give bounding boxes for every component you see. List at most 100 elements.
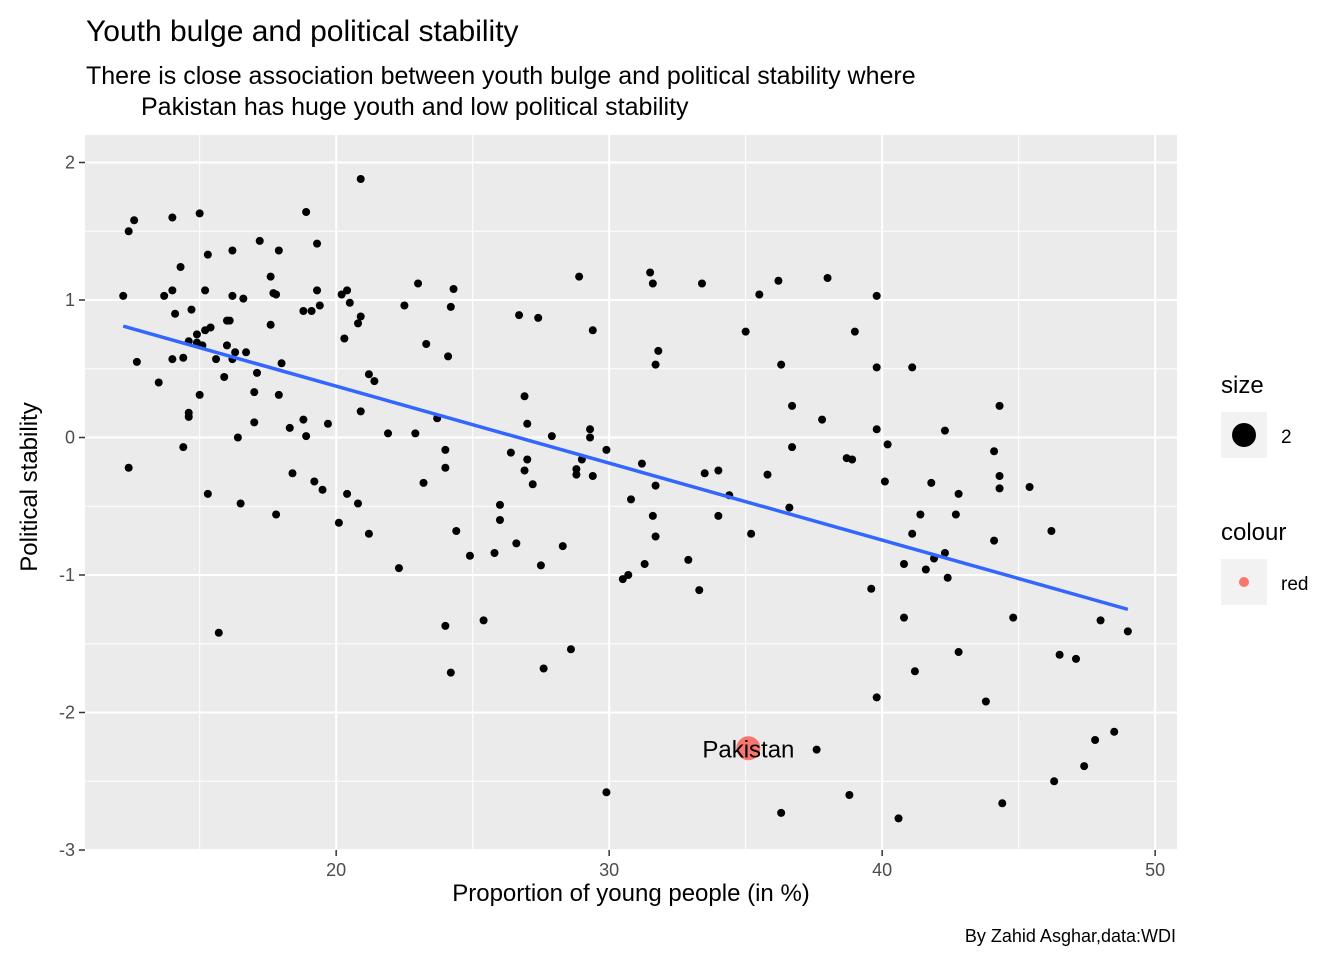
data-point — [302, 208, 311, 216]
data-point — [171, 309, 180, 318]
data-point — [228, 291, 237, 300]
data-point — [648, 279, 657, 288]
data-point — [528, 480, 537, 489]
data-point — [384, 429, 393, 438]
data-point — [777, 360, 786, 369]
legend-size-label: 2 — [1281, 427, 1292, 448]
y-tick-label: -3 — [59, 840, 75, 860]
data-point — [640, 560, 649, 568]
data-point — [356, 175, 365, 183]
x-axis-ticks: 20 30 40 50 — [326, 850, 1165, 880]
legend-size: size 2 — [1221, 372, 1292, 458]
data-point — [990, 536, 999, 545]
data-point — [272, 290, 281, 299]
data-point — [916, 510, 925, 519]
data-point — [340, 334, 349, 343]
data-point — [323, 419, 332, 428]
data-point — [998, 799, 1007, 808]
data-point — [272, 510, 281, 519]
data-point — [1047, 527, 1056, 535]
data-point — [132, 357, 141, 366]
data-point — [624, 571, 633, 579]
data-point — [343, 286, 352, 295]
data-point — [812, 745, 821, 754]
data-point — [785, 503, 794, 512]
data-point — [572, 465, 581, 474]
data-point — [452, 527, 461, 535]
data-point — [940, 426, 949, 435]
data-point — [266, 272, 275, 281]
data-point — [239, 294, 248, 303]
data-point — [900, 613, 908, 622]
data-point — [1009, 613, 1018, 622]
legend-colour-label: red — [1281, 574, 1308, 595]
data-point — [285, 423, 294, 432]
data-point — [1055, 650, 1064, 659]
data-point — [228, 246, 237, 255]
data-point — [422, 340, 431, 348]
data-point — [354, 499, 362, 508]
data-point — [1091, 736, 1100, 744]
data-point — [307, 307, 316, 315]
data-point — [788, 443, 797, 452]
legend-colour-title: colour — [1221, 519, 1286, 546]
data-point — [364, 529, 373, 538]
data-point — [250, 388, 259, 397]
data-point — [495, 516, 504, 524]
data-point — [168, 213, 177, 222]
data-point — [695, 586, 704, 595]
data-point — [441, 463, 450, 472]
data-point — [741, 327, 750, 336]
data-point — [558, 542, 567, 551]
data-point — [411, 429, 420, 438]
data-point — [444, 352, 453, 361]
data-point — [277, 359, 286, 368]
data-point — [222, 341, 231, 350]
data-point — [872, 291, 881, 300]
data-point — [818, 415, 827, 424]
chart-caption: By Zahid Asghar,data:WDI — [965, 926, 1176, 946]
data-point — [203, 250, 212, 259]
data-point — [523, 455, 532, 464]
y-axis-title: Political stability — [16, 402, 43, 571]
data-point — [206, 323, 215, 332]
data-point — [602, 445, 611, 454]
data-point — [154, 378, 163, 387]
data-point — [872, 693, 881, 702]
data-point — [242, 348, 251, 357]
data-point — [921, 565, 930, 574]
data-point — [315, 301, 324, 310]
data-point — [255, 236, 264, 245]
legend-colour-dot — [1239, 577, 1249, 587]
pakistan-label: Pakistan — [702, 736, 794, 763]
data-point — [495, 500, 504, 509]
data-point — [313, 286, 322, 295]
data-point — [192, 330, 201, 339]
data-point — [337, 290, 346, 299]
data-point — [774, 276, 783, 285]
data-point — [850, 327, 859, 336]
data-point — [572, 470, 581, 479]
data-point — [618, 575, 627, 584]
data-point — [872, 425, 881, 434]
data-point — [747, 529, 756, 538]
data-point — [236, 499, 245, 508]
data-point — [788, 401, 797, 410]
data-point — [900, 560, 908, 568]
data-point — [755, 290, 764, 299]
data-point — [872, 363, 881, 372]
data-point — [823, 274, 832, 282]
data-point — [465, 551, 474, 560]
data-point — [908, 363, 917, 372]
data-point — [124, 227, 133, 236]
data-point — [515, 311, 524, 320]
grid-major — [85, 135, 1177, 851]
data-point — [981, 697, 990, 706]
data-point — [124, 463, 133, 472]
data-point — [195, 390, 204, 399]
data-point — [697, 279, 706, 288]
data-point — [927, 478, 936, 487]
legend-size-dot — [1232, 423, 1256, 447]
data-point — [274, 246, 283, 255]
